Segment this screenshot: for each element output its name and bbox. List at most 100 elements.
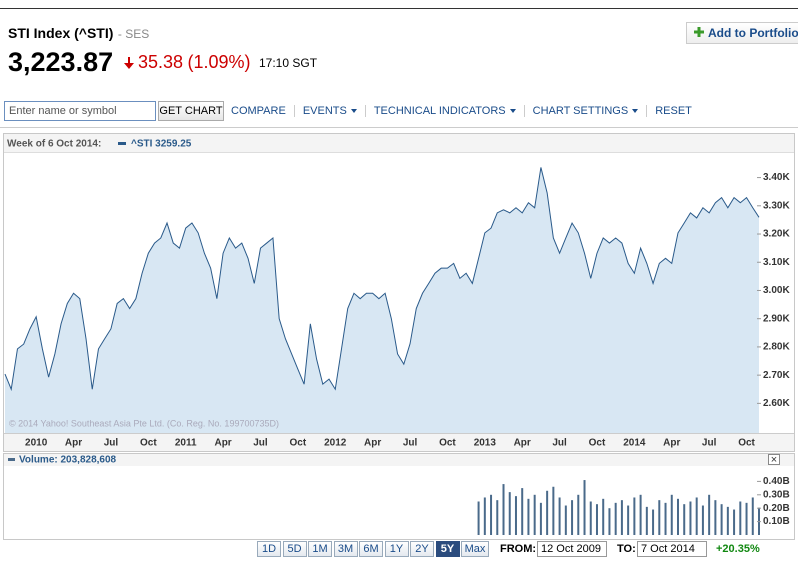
- volume-bar: [627, 505, 630, 535]
- from-date-input[interactable]: 12 Oct 2009: [537, 541, 607, 557]
- volume-bar: [676, 498, 679, 535]
- copyright: © 2014 Yahoo! Southeast Asia Pte Ltd. (C…: [9, 418, 279, 428]
- volume-bar: [533, 494, 536, 535]
- to-date-input[interactable]: 7 Oct 2014: [637, 541, 707, 557]
- range-button[interactable]: 5D: [282, 541, 307, 557]
- x-tick-label: 2011: [175, 438, 197, 449]
- range-button[interactable]: 1D: [257, 541, 281, 557]
- get-chart-button[interactable]: GET CHART: [158, 101, 224, 121]
- toolbar-button[interactable]: TECHNICAL INDICATORS: [364, 105, 524, 117]
- volume-bar: [701, 505, 704, 535]
- x-tick-label: Oct: [439, 438, 456, 449]
- volume-bar: [726, 506, 729, 535]
- volume-bar: [539, 502, 542, 535]
- volume-bar: [695, 497, 698, 535]
- search-input[interactable]: Enter name or symbol: [4, 101, 156, 121]
- x-tick-label: Apr: [514, 438, 531, 449]
- range-button[interactable]: 6M: [359, 541, 383, 557]
- x-tick-label: Apr: [65, 438, 82, 449]
- volume-bar: [664, 502, 667, 535]
- volume-bar: [602, 498, 605, 535]
- volume-bar: [521, 488, 524, 535]
- y-tick-label: 3.10K: [763, 257, 790, 268]
- volume-legend-label: Volume: 203,828,608: [19, 455, 117, 466]
- title: STI Index (^STI): [8, 25, 114, 41]
- toolbar-menu: COMPARE EVENTS TECHNICAL INDICATORS CHART S…: [223, 105, 700, 117]
- range-button[interactable]: Max: [461, 541, 489, 557]
- x-tick-label: 2010: [25, 438, 48, 449]
- change-percent: (1.09%): [187, 52, 251, 72]
- change: 35.38: [138, 52, 184, 72]
- x-tick-label: 2014: [623, 438, 646, 449]
- y-tick-label: 2.90K: [763, 313, 790, 324]
- close-box[interactable]: [768, 454, 780, 465]
- volume-bar: [558, 497, 561, 535]
- volume-y-tick-label: 0.30B: [763, 489, 790, 500]
- range-button[interactable]: 3M: [333, 541, 358, 557]
- x-tick-label: Apr: [364, 438, 381, 449]
- volume-bar: [496, 500, 499, 535]
- volume-y-tick-label: 0.10B: [763, 516, 790, 527]
- footer-label: +20.35%: [716, 543, 760, 555]
- range-button[interactable]: 2Y: [410, 541, 434, 557]
- volume-bar: [552, 486, 555, 535]
- legend-swatch: [118, 142, 126, 145]
- volume-bar: [739, 501, 742, 535]
- volume-bar: [633, 497, 636, 535]
- quote-row: 3,223.87 35.38 (1.09%) 17:10 SGT: [8, 47, 317, 78]
- toolbar-button[interactable]: RESET: [646, 105, 700, 117]
- range-button[interactable]: 1M: [308, 541, 332, 557]
- volume-bar: [577, 494, 580, 535]
- x-tick-label: Jul: [403, 438, 418, 449]
- volume-bar: [508, 492, 511, 535]
- x-tick-label: Oct: [589, 438, 606, 449]
- x-axis-strip: [4, 434, 794, 451]
- y-tick-label: 2.60K: [763, 398, 790, 409]
- title-row: STI Index (^STI) - SES: [8, 25, 149, 43]
- range-button[interactable]: 1Y: [384, 541, 409, 557]
- x-tick-label: Apr: [214, 438, 231, 449]
- x-tick-label: Jul: [552, 438, 567, 449]
- price-line: [4, 167, 760, 392]
- legend-strip: [4, 134, 794, 152]
- volume-bar: [571, 500, 574, 535]
- volume-bar: [583, 480, 586, 535]
- volume-bar: [546, 490, 549, 535]
- volume-bar: [608, 508, 611, 535]
- y-tick-label: 3.00K: [763, 285, 790, 296]
- toolbar-button[interactable]: COMPARE: [231, 105, 286, 117]
- volume-bar: [589, 501, 592, 535]
- y-tick-label: 2.80K: [763, 342, 790, 353]
- add-portfolio-label: Add to Portfolio: [708, 26, 798, 40]
- toolbar-button[interactable]: EVENTS: [293, 105, 365, 117]
- toolbar-rule: [0, 127, 798, 128]
- x-tick-label: Oct: [140, 438, 157, 449]
- volume-bar: [490, 494, 493, 535]
- volume-bar: [639, 494, 642, 535]
- volume-bar: [689, 501, 692, 535]
- toolbar-button[interactable]: CHART SETTINGS: [523, 105, 647, 117]
- y-tick-label: 3.20K: [763, 229, 790, 240]
- add-portfolio-button[interactable]: Add to Portfolio: [686, 22, 798, 44]
- top-rule: [0, 8, 798, 9]
- volume-bar: [502, 484, 505, 535]
- close-button[interactable]: ×: [771, 454, 777, 466]
- volume-bar: [527, 498, 530, 535]
- legend-title: Week of 6 Oct 2014:: [7, 139, 101, 150]
- volume-bar: [514, 496, 517, 535]
- x-tick-label: 2012: [324, 438, 347, 449]
- get-chart-label: GET CHART: [159, 105, 223, 117]
- plus-icon: [694, 27, 704, 37]
- legend-label: ^STI 3259.25: [131, 139, 192, 150]
- x-tick-label: Oct: [738, 438, 755, 449]
- volume-bar: [720, 504, 723, 535]
- x-tick-label: 2013: [474, 438, 497, 449]
- range-button[interactable]: 5Y: [435, 541, 460, 557]
- volume-bar: [708, 494, 711, 535]
- exchange: - SES: [117, 27, 150, 41]
- volume-bar: [564, 505, 567, 535]
- volume-bar: [614, 502, 617, 535]
- volume-y-tick-label: 0.20B: [763, 503, 790, 514]
